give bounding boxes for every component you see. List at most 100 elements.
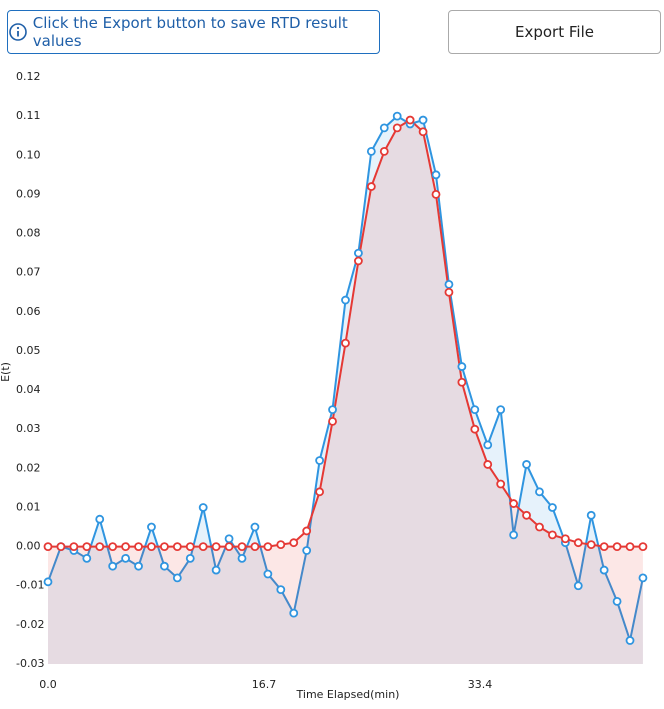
data-point <box>470 424 480 434</box>
data-point <box>237 553 247 563</box>
data-point <box>160 561 169 571</box>
x-axis-label: Time Elapsed(min) <box>296 688 400 701</box>
data-point <box>522 460 531 469</box>
data-point <box>366 182 376 191</box>
data-point <box>185 542 195 551</box>
data-point <box>612 542 622 551</box>
data-point <box>263 542 273 551</box>
data-point <box>224 534 234 544</box>
data-point <box>509 499 519 508</box>
data-point <box>289 608 299 618</box>
data-point <box>134 561 143 571</box>
data-point <box>224 542 234 551</box>
y-tick-label: 0.03 <box>16 422 41 435</box>
data-point <box>108 561 118 571</box>
y-tick-label: -0.01 <box>16 579 44 592</box>
data-point <box>431 189 441 199</box>
data-point <box>496 479 506 489</box>
data-point <box>263 569 273 579</box>
data-point <box>509 530 519 540</box>
data-point <box>328 416 337 426</box>
data-point <box>405 115 415 125</box>
series-area <box>48 120 643 664</box>
data-point <box>198 503 208 512</box>
data-point <box>134 542 143 551</box>
data-point <box>185 553 195 563</box>
data-point <box>392 123 402 133</box>
info-text: Click the Export button to save RTD resu… <box>32 14 348 50</box>
data-point <box>548 503 557 512</box>
data-point <box>573 581 583 591</box>
data-point <box>328 405 337 415</box>
data-point <box>315 487 325 497</box>
data-point <box>121 553 131 563</box>
x-tick-label: 33.4 <box>468 678 493 691</box>
data-point <box>457 377 467 387</box>
data-point <box>341 338 350 348</box>
data-point <box>379 123 389 133</box>
data-point <box>82 553 92 563</box>
y-tick-label: -0.02 <box>16 618 44 631</box>
info-button[interactable]: Click the Export button to save RTD resu… <box>7 10 380 54</box>
data-point <box>250 522 260 532</box>
data-point <box>522 510 531 520</box>
data-point <box>341 295 350 305</box>
data-point <box>392 111 402 121</box>
data-point <box>108 542 118 551</box>
data-point <box>431 170 441 180</box>
data-point <box>211 565 221 575</box>
export-button[interactable]: Export File <box>448 10 661 54</box>
x-tick-label: 0.0 <box>39 678 57 691</box>
y-axis-label: E(t) <box>0 362 12 382</box>
data-point <box>43 542 53 551</box>
data-point <box>315 456 325 465</box>
info-icon <box>9 23 27 41</box>
data-point <box>405 119 415 129</box>
data-point <box>69 542 79 551</box>
data-point <box>496 405 506 415</box>
data-point <box>43 577 53 587</box>
x-tick-label: 16.7 <box>252 678 277 691</box>
y-tick-label: 0.07 <box>16 266 41 279</box>
y-tick-label: 0.09 <box>16 187 41 200</box>
data-point <box>56 542 66 551</box>
data-point <box>82 542 92 551</box>
data-point <box>302 546 312 555</box>
data-point <box>198 542 208 551</box>
data-point <box>535 522 544 532</box>
data-point <box>638 542 648 551</box>
data-point <box>599 542 609 551</box>
data-point <box>444 280 454 289</box>
data-point <box>289 538 299 548</box>
y-tick-label: 0.00 <box>16 540 41 553</box>
y-tick-label: 0.10 <box>16 148 41 161</box>
data-point <box>379 146 389 156</box>
data-point <box>483 460 493 469</box>
data-point <box>625 542 635 551</box>
data-point <box>638 573 648 583</box>
data-point <box>470 405 480 415</box>
data-point <box>418 115 428 125</box>
data-point <box>625 636 635 645</box>
data-point <box>586 540 596 550</box>
data-point <box>573 538 583 548</box>
y-tick-label: 0.08 <box>16 227 41 240</box>
data-point <box>444 287 454 297</box>
y-tick-label: 0.05 <box>16 344 41 357</box>
y-tick-label: 0.12 <box>16 70 41 83</box>
series-area <box>48 116 643 665</box>
data-point <box>560 534 570 544</box>
export-text: Export File <box>515 23 594 41</box>
data-point <box>121 542 131 551</box>
y-tick-label: 0.06 <box>16 305 41 318</box>
data-point <box>95 514 105 524</box>
data-point <box>276 585 286 595</box>
data-point <box>69 546 79 555</box>
y-tick-label: 0.01 <box>16 500 41 513</box>
data-point <box>457 362 467 371</box>
data-point <box>172 542 182 551</box>
y-tick-label: 0.02 <box>16 461 41 474</box>
y-tick-label: 0.04 <box>16 383 41 396</box>
